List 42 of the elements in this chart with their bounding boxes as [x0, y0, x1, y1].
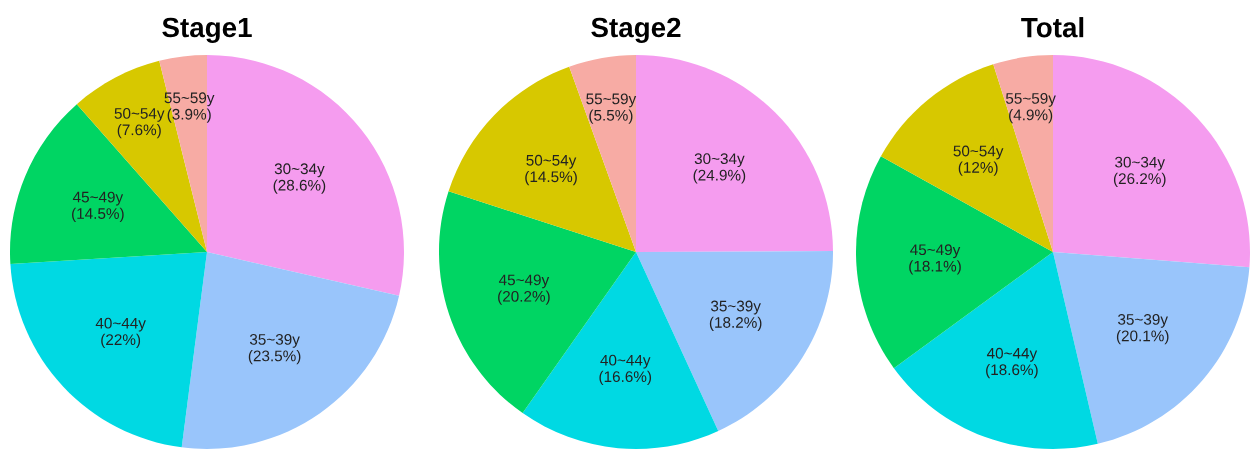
slice-label: 30~34y: [274, 163, 325, 178]
data-label: (7.6%): [117, 124, 161, 139]
slice-label: 45~49y: [910, 244, 961, 259]
data-label: (26.2%): [1113, 172, 1166, 188]
pie-slice: [448, 66, 636, 252]
pie-slice: [1053, 252, 1250, 444]
slice-label: 35~39y: [1118, 314, 1168, 328]
pie-slice: [10, 252, 207, 448]
slice-label: 30~34y: [694, 153, 745, 168]
chart-title: Stage2: [591, 17, 681, 43]
slice-label: 50~54y: [114, 107, 165, 122]
slice-label: 45~49y: [498, 274, 550, 289]
data-label: (5.5%): [589, 109, 633, 124]
slice-label: 35~39y: [710, 300, 761, 315]
data-label: (23.5%): [248, 350, 301, 365]
data-label: (22%): [101, 333, 141, 349]
data-label: (24.9%): [693, 169, 746, 184]
data-label: (16.6%): [599, 370, 652, 386]
data-label: (14.5%): [525, 170, 577, 186]
data-label: (18.6%): [986, 363, 1038, 379]
chart-title: Total: [1021, 17, 1084, 38]
slice-label: 55~59y: [586, 93, 637, 108]
data-label: (20.2%): [498, 290, 550, 305]
slice-label: 55~59y: [1005, 93, 1056, 107]
data-label: (4.9%): [1009, 109, 1053, 124]
slice-label: 40~44y: [986, 347, 1038, 362]
slice-label: 50~54y: [953, 145, 1004, 160]
data-label: (18.1%): [909, 260, 961, 275]
slice-label: 30~34y: [1115, 156, 1165, 171]
slice-label: 45~49y: [72, 191, 124, 206]
slice-label: 35~39y: [249, 334, 300, 348]
data-label: (14.5%): [72, 207, 124, 222]
data-label: (20.1%): [1116, 330, 1169, 345]
pie-slice: [181, 252, 400, 449]
chart-title: Stage1: [162, 17, 252, 43]
slice-label: 40~44y: [95, 317, 146, 332]
pie-slice: [636, 55, 833, 252]
data-label: (12%): [958, 161, 998, 176]
slice-label: 40~44y: [600, 354, 651, 369]
slice-label: 50~54y: [526, 154, 577, 169]
data-label: (18.2%): [709, 316, 762, 331]
data-label: (28.6%): [273, 179, 326, 194]
